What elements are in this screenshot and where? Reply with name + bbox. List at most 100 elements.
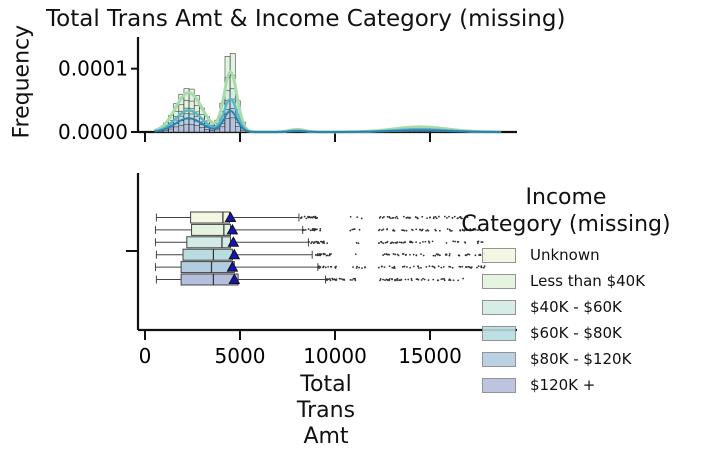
histogram-bar [199,127,205,133]
bottom-x-tick-label: 10000 [303,344,367,368]
box-outlier [389,242,392,245]
box-outlier [448,215,450,218]
box-outlier [405,253,407,256]
box-outlier [396,279,399,282]
histogram-bar [168,128,174,133]
box-iqr [180,261,235,274]
box-outlier [318,253,321,256]
box-outlier [451,266,454,269]
box-outlier [303,229,305,231]
legend-swatch [482,377,516,393]
legend-item: Less than $40K [482,268,686,294]
box-outlier [377,266,380,269]
box-outlier [409,241,411,244]
box-outlier [381,216,384,219]
box-outlier [354,253,357,256]
box-outlier [316,216,319,219]
box-outlier [448,254,451,257]
x-axis-label-line: Total [300,372,352,397]
box-outlier [419,242,421,244]
box-outlier [432,265,435,268]
box-iqr [186,236,232,249]
box-outlier [391,266,394,269]
box-outlier [319,229,322,232]
box-outlier [469,228,472,230]
box-outlier [415,216,418,219]
box-outlier [483,266,485,269]
box-outlier [446,217,448,219]
legend-label: Unknown [530,246,600,264]
box-outlier [427,229,430,232]
histogram-bar [178,124,185,133]
box-outlier [402,215,405,218]
box-outlier [392,241,395,244]
box-outlier [377,229,380,232]
box-outlier [388,277,391,280]
box-outlier [411,229,414,232]
box-outlier [392,253,395,255]
box-outlier [480,266,483,269]
box-outlier [329,279,332,282]
top-y-tick-label: 0.0000 [58,120,128,144]
x-axis-label: Total Trans Amt [276,372,376,450]
box-outlier [402,241,405,244]
box-outlier [422,254,425,257]
box-mean-marker [224,211,237,222]
box-outlier [356,216,359,219]
box-outlier [401,229,403,231]
box-outlier [440,278,443,281]
box-outlier [443,279,446,282]
box-outlier [311,241,313,243]
box-outlier [326,279,328,282]
box-outlier [326,242,329,245]
box-outlier [422,240,424,243]
box-outlier [407,278,410,281]
histogram-bar [209,130,215,133]
box-outlier [304,228,307,231]
box-outlier [382,228,385,231]
box-outlier [415,228,418,231]
histogram-bar [235,126,241,133]
box-outlier [445,241,448,244]
box-mean-marker [226,223,239,235]
box-outlier [410,277,413,280]
box-outlier [394,216,397,219]
box-outlier [449,266,452,268]
legend-swatch [482,299,516,315]
box-outlier [309,216,312,219]
box-outlier [356,265,358,268]
box-outlier [452,240,455,243]
box-outlier [316,253,319,255]
box-outlier [467,265,470,268]
box-outlier [386,215,389,218]
box-outlier [314,217,317,220]
box-outlier [450,229,453,232]
box-outlier [380,265,383,268]
box-mean-marker [228,248,241,260]
box-outlier [338,277,341,280]
box-outlier [330,253,333,255]
box-outlier [427,240,430,243]
box-outlier [444,253,447,256]
box-outlier [464,266,467,268]
box-mean-marker [228,273,241,284]
histogram-bar [188,124,195,133]
box-outlier [383,215,385,218]
box-outlier [476,266,478,269]
box-outlier [472,228,475,231]
box-outlier [438,229,441,232]
box-outlier [310,242,313,245]
box-outlier [316,242,319,244]
histogram-bar [224,118,231,133]
box-outlier [461,217,464,220]
box-outlier [334,267,337,269]
box-outlier [354,278,357,281]
box-outlier [477,265,480,268]
box-outlier [303,215,306,218]
legend-items: Unknown Less than $40K $40K - $60K $60K - $… [482,242,686,398]
box-outlier [425,266,428,268]
box-outlier [477,242,479,245]
box-outlier [459,215,462,218]
box-outlier [458,265,461,268]
